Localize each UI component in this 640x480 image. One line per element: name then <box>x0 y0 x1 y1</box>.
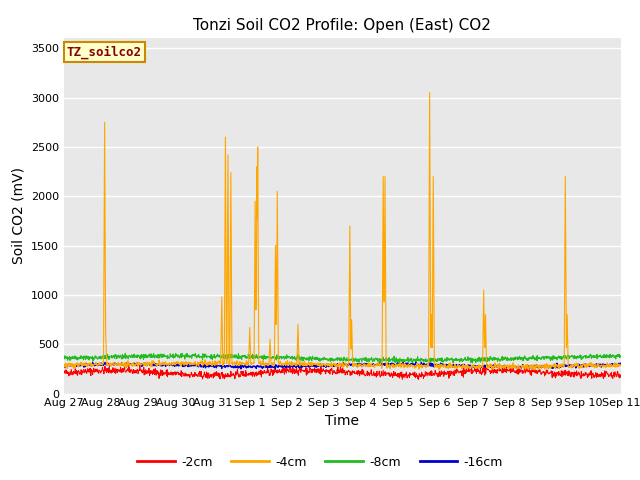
Legend: -2cm, -4cm, -8cm, -16cm: -2cm, -4cm, -8cm, -16cm <box>132 451 508 474</box>
Title: Tonzi Soil CO2 Profile: Open (East) CO2: Tonzi Soil CO2 Profile: Open (East) CO2 <box>193 18 492 33</box>
X-axis label: Time: Time <box>325 414 360 428</box>
Text: TZ_soilco2: TZ_soilco2 <box>67 46 142 59</box>
Y-axis label: Soil CO2 (mV): Soil CO2 (mV) <box>12 168 26 264</box>
